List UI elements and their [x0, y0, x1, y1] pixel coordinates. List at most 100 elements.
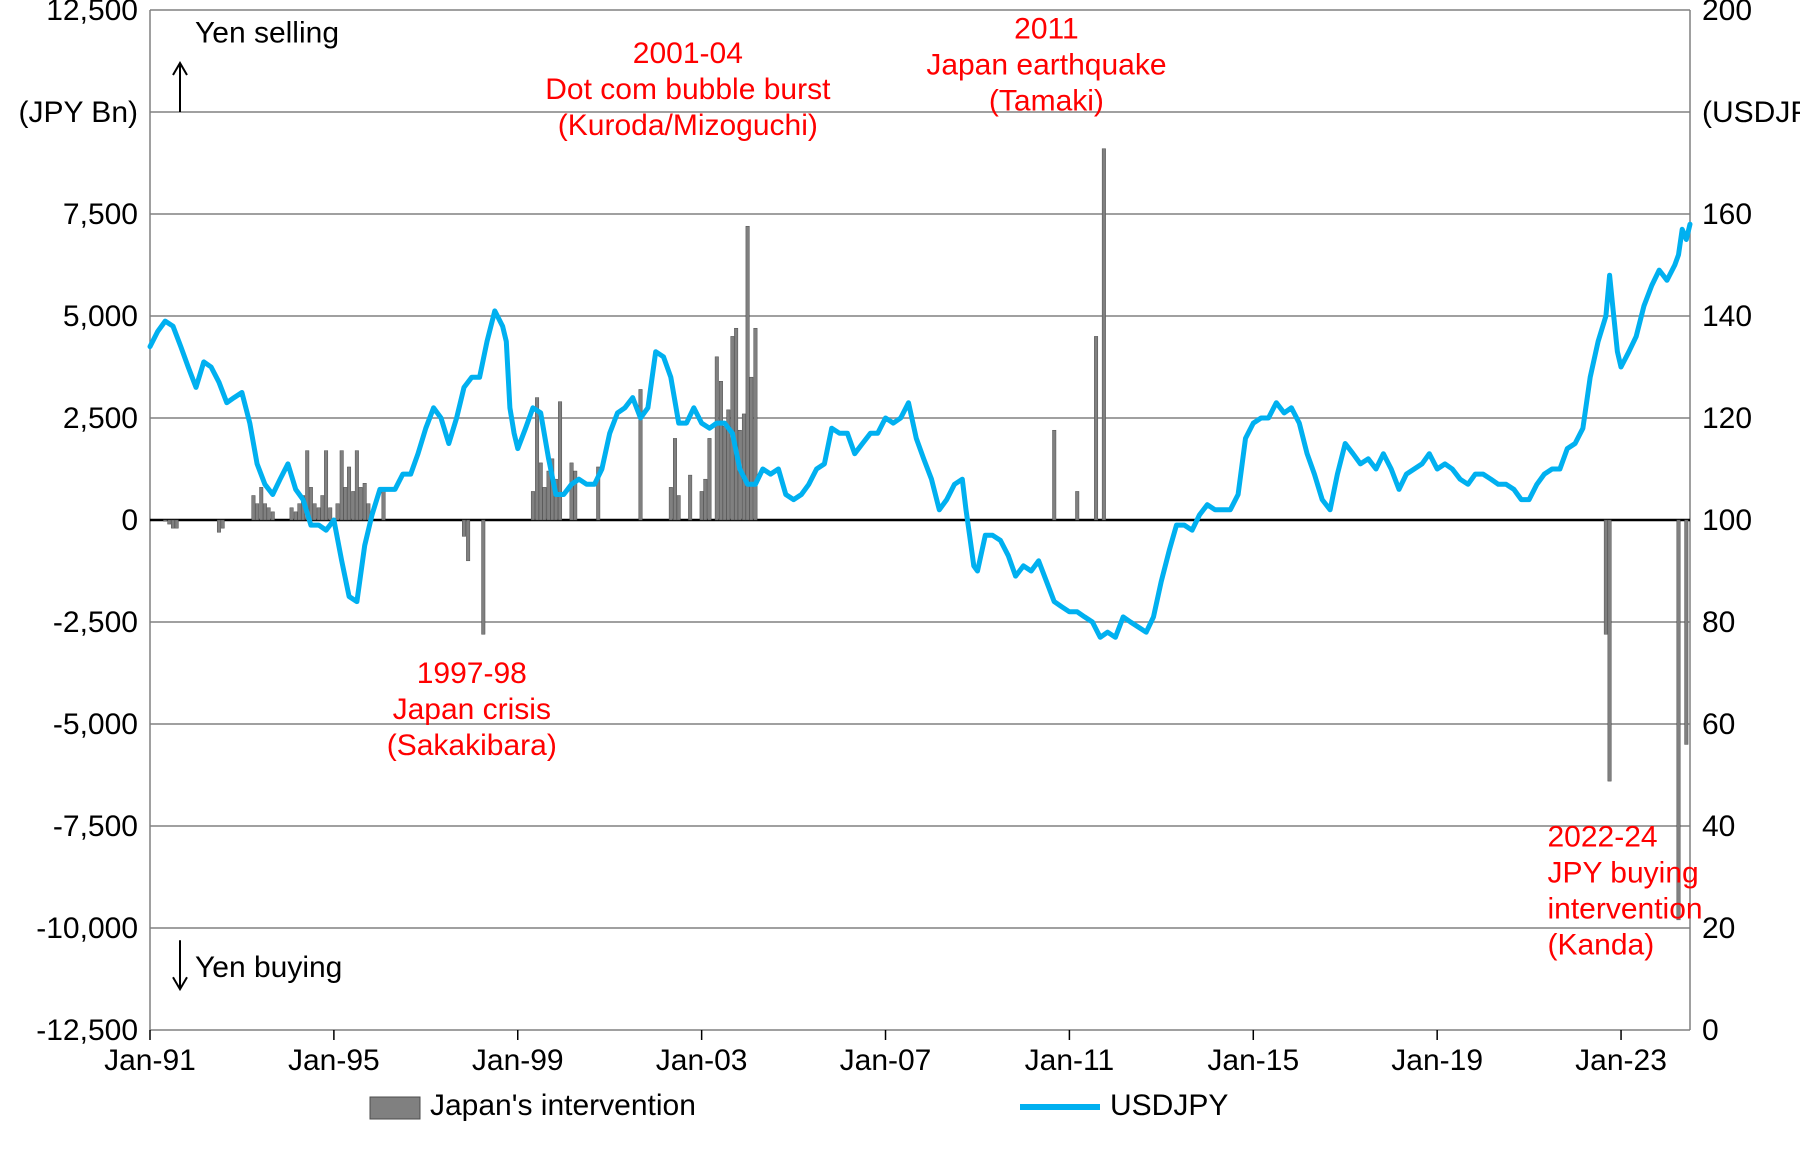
- intervention-bar: [260, 487, 263, 520]
- intervention-bar: [344, 487, 347, 520]
- left-tick-label: -2,500: [53, 606, 138, 639]
- left-tick-label: 0: [121, 504, 138, 537]
- x-tick-label: Jan-23: [1575, 1044, 1667, 1077]
- intervention-bar: [539, 463, 542, 520]
- intervention-bar: [163, 520, 166, 521]
- intervention-bar: [221, 520, 224, 528]
- intervention-bar: [363, 483, 366, 520]
- left-tick-label: 5,000: [63, 300, 138, 333]
- intervention-bar: [708, 438, 711, 520]
- left-tick-label: 12,500: [46, 0, 138, 27]
- x-tick-label: Jan-07: [840, 1044, 932, 1077]
- intervention-bar: [673, 438, 676, 520]
- intervention-bar: [466, 520, 469, 561]
- legend-bar-label: Japan's intervention: [430, 1089, 696, 1122]
- intervention-bar: [669, 487, 672, 520]
- intervention-bar: [382, 487, 385, 520]
- intervention-bar: [171, 520, 174, 528]
- intervention-bar: [715, 357, 718, 520]
- left-tick-label: -10,000: [36, 912, 138, 945]
- x-tick-label: Jan-15: [1207, 1044, 1299, 1077]
- intervention-bar: [1053, 430, 1056, 520]
- annotation-text: 2022-24: [1547, 820, 1657, 853]
- intervention-bar: [570, 463, 573, 520]
- intervention-bars: [163, 149, 1688, 920]
- right-tick-label: 200: [1702, 0, 1752, 27]
- intervention-bar: [1604, 520, 1607, 634]
- intervention-bar: [313, 504, 316, 520]
- right-axis-unit: (USDJPY): [1702, 96, 1800, 129]
- right-tick-label: 120: [1702, 402, 1752, 435]
- intervention-bar: [754, 328, 757, 520]
- annotation-text: Dot com bubble burst: [545, 73, 831, 106]
- annotation-text: 1997-98: [417, 657, 527, 690]
- intervention-bar: [1685, 520, 1688, 744]
- left-tick-label: 7,500: [63, 198, 138, 231]
- intervention-bar: [1102, 149, 1105, 520]
- intervention-bar: [351, 491, 354, 520]
- yen-buying-label: Yen buying: [195, 951, 342, 984]
- intervention-bar: [1094, 336, 1097, 520]
- right-tick-label: 80: [1702, 606, 1735, 639]
- intervention-bar: [324, 451, 327, 520]
- intervention-bar: [531, 491, 534, 520]
- intervention-bar: [704, 479, 707, 520]
- annotation-text: intervention: [1547, 892, 1702, 925]
- intervention-bar: [340, 451, 343, 520]
- intervention-bar: [317, 508, 320, 520]
- legend-line-label: USDJPY: [1110, 1089, 1228, 1122]
- intervention-bar: [688, 475, 691, 520]
- right-tick-label: 60: [1702, 708, 1735, 741]
- intervention-bar: [482, 520, 485, 634]
- intervention-bar: [719, 381, 722, 520]
- annotation-text: Japan earthquake: [926, 49, 1166, 82]
- intervention-bar: [255, 504, 258, 520]
- intervention-bar: [723, 426, 726, 520]
- usdjpy-line: [150, 224, 1690, 637]
- left-tick-label: -5,000: [53, 708, 138, 741]
- intervention-bar: [252, 496, 255, 520]
- intervention-bar: [267, 508, 270, 520]
- right-tick-label: 40: [1702, 810, 1735, 843]
- annotation-text: Japan crisis: [393, 693, 551, 726]
- intervention-bar: [263, 504, 266, 520]
- x-tick-label: Jan-91: [104, 1044, 196, 1077]
- chart-container: -12,500 -10,000 -7,500 -5,000 -2,500 0 2,500 5,…: [0, 0, 1800, 1157]
- intervention-bar: [298, 504, 301, 520]
- intervention-bar: [321, 496, 324, 520]
- intervention-bar: [294, 512, 297, 520]
- left-tick-label: 2,500: [63, 402, 138, 435]
- intervention-bar: [1608, 520, 1611, 781]
- intervention-bar: [462, 520, 465, 536]
- intervention-bar: [271, 512, 274, 520]
- intervention-bar: [742, 414, 745, 520]
- annotation-text: (Kuroda/Mizoguchi): [558, 109, 818, 142]
- x-tick-label: Jan-19: [1391, 1044, 1483, 1077]
- x-tick-label: Jan-11: [1025, 1044, 1115, 1077]
- annotation-text: 2001-04: [633, 37, 743, 70]
- annotation-text: JPY buying: [1547, 856, 1698, 889]
- annotation-text: 2011: [1014, 13, 1079, 46]
- right-axis: 020406080100120140160200(USDJPY): [1702, 0, 1800, 1047]
- right-tick-label: 140: [1702, 300, 1752, 333]
- left-axis: -12,500 -10,000 -7,500 -5,000 -2,500 0 2,500 5,…: [19, 0, 139, 1047]
- annotation-text: (Sakakibara): [387, 729, 557, 762]
- intervention-bar: [750, 377, 753, 520]
- intervention-bar: [734, 328, 737, 520]
- annotations: 1997-98Japan crisis(Sakakibara) 2001-04Do…: [387, 13, 1703, 962]
- annotation-text: (Tamaki): [989, 85, 1104, 118]
- intervention-bar: [700, 491, 703, 520]
- intervention-bar: [359, 487, 362, 520]
- intervention-bar: [347, 467, 350, 520]
- left-tick-label: -12,500: [36, 1014, 138, 1047]
- x-tick-label: Jan-99: [472, 1044, 564, 1077]
- intervention-bar: [290, 508, 293, 520]
- intervention-bar: [535, 398, 538, 520]
- intervention-bar: [746, 226, 749, 520]
- intervention-bar: [217, 520, 220, 532]
- intervention-bar: [558, 402, 561, 520]
- left-tick-label: -7,500: [53, 810, 138, 843]
- intervention-bar: [677, 496, 680, 520]
- intervention-bar: [355, 451, 358, 520]
- intervention-bar: [1075, 491, 1078, 520]
